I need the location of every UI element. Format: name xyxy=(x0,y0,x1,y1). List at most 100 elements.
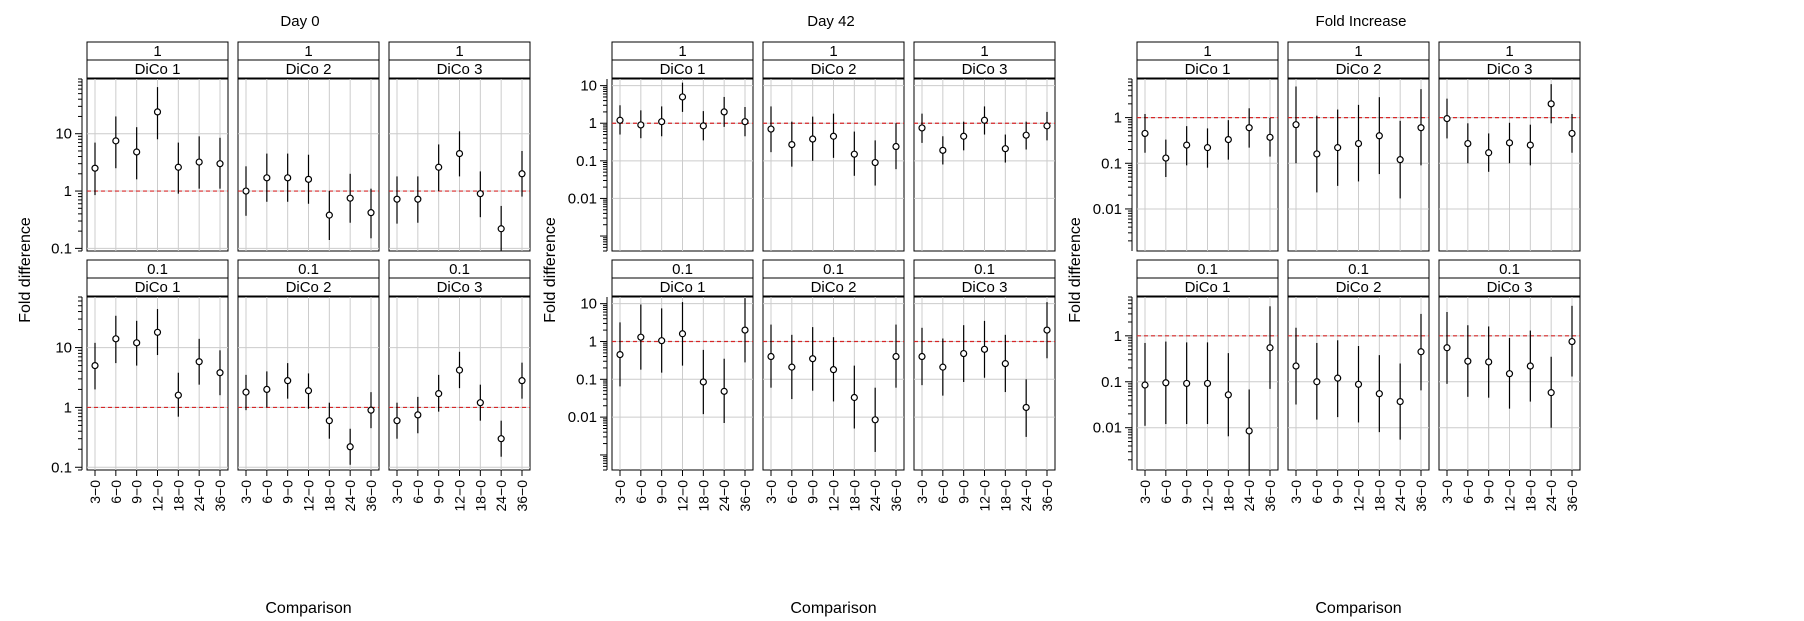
strip-panel-label: DiCo 1 xyxy=(1185,279,1231,296)
point-estimate xyxy=(216,160,224,168)
point-estimate xyxy=(1443,344,1451,352)
point-estimate xyxy=(455,366,464,374)
point-estimate xyxy=(263,174,271,182)
point-estimate xyxy=(829,366,838,374)
point-estimate xyxy=(174,163,182,171)
point-estimate xyxy=(476,399,484,407)
point-estimate xyxy=(304,175,313,183)
point-estimate xyxy=(980,116,989,124)
strip-row-label: 0.1 xyxy=(1499,261,1520,278)
x-tick-label: 24−0 xyxy=(191,480,207,512)
chart-title: Fold Increase xyxy=(1316,13,1407,30)
point-estimate xyxy=(174,391,182,399)
y-axis-label: Fold difference xyxy=(542,217,559,323)
strip-panel-label-box xyxy=(913,59,1056,79)
point-estimate xyxy=(1292,121,1300,129)
point-estimate xyxy=(367,209,375,217)
point-estimate xyxy=(133,148,141,156)
point-estimate xyxy=(939,363,947,371)
y-tick-label: 0.1 xyxy=(51,240,72,257)
point-estimate xyxy=(1526,362,1534,370)
point-estimate xyxy=(960,349,968,358)
x-tick-label: 24−0 xyxy=(867,480,883,512)
point-estimate xyxy=(1547,100,1555,108)
strip-panel-label: DiCo 3 xyxy=(1487,279,1533,296)
x-tick-label: 3−0 xyxy=(1137,480,1153,504)
point-estimate xyxy=(788,363,796,371)
strip-panel-label: DiCo 3 xyxy=(437,61,483,78)
x-tick-label: 9−0 xyxy=(654,480,670,504)
strip-row-label: 0.1 xyxy=(298,261,319,278)
point-estimate xyxy=(1162,379,1170,387)
x-tick-label: 18−0 xyxy=(1220,480,1236,512)
point-estimate xyxy=(699,122,707,130)
y-tick-label: 0.1 xyxy=(51,459,72,476)
x-tick-label: 3−0 xyxy=(1439,480,1455,504)
y-tick-label: 1 xyxy=(1114,328,1122,345)
strip-row-label: 1 xyxy=(455,43,463,60)
y-tick-label: 0.01 xyxy=(568,409,597,426)
point-estimate xyxy=(393,195,401,203)
chart-title: Day 42 xyxy=(807,13,855,30)
strip-panel-label: DiCo 1 xyxy=(660,279,706,296)
x-tick-label: 24−0 xyxy=(1543,480,1559,512)
x-tick-label: 36−0 xyxy=(1564,480,1580,512)
x-tick-label: 18−0 xyxy=(170,480,186,512)
x-tick-label: 3−0 xyxy=(389,480,405,504)
x-tick-label: 36−0 xyxy=(514,480,530,512)
point-estimate xyxy=(1547,389,1555,397)
strip-panel-label: DiCo 1 xyxy=(135,279,181,296)
point-estimate xyxy=(809,355,817,363)
x-tick-label: 24−0 xyxy=(342,480,358,512)
strip-panel-label: DiCo 3 xyxy=(962,279,1008,296)
strip-row-label: 1 xyxy=(678,43,686,60)
point-estimate xyxy=(91,164,99,172)
point-estimate xyxy=(1396,156,1404,164)
point-estimate xyxy=(939,146,947,154)
strip-row-label: 0.1 xyxy=(147,261,168,278)
y-tick-label: 0.01 xyxy=(1093,420,1122,437)
point-estimate xyxy=(1022,131,1030,139)
x-tick-label: 6−0 xyxy=(1460,480,1476,504)
point-estimate xyxy=(1313,378,1321,386)
x-tick-label: 3−0 xyxy=(763,480,779,504)
point-estimate xyxy=(1292,362,1300,370)
point-estimate xyxy=(767,125,775,133)
x-tick-label: 36−0 xyxy=(363,480,379,512)
x-tick-label: 6−0 xyxy=(935,480,951,504)
x-tick-label: 18−0 xyxy=(695,480,711,512)
point-estimate xyxy=(1443,115,1451,123)
y-tick-label: 0.01 xyxy=(568,190,597,207)
x-tick-label: 6−0 xyxy=(1309,480,1325,504)
y-tick-label: 0.1 xyxy=(1101,155,1122,172)
point-estimate xyxy=(393,417,401,425)
x-axis-label: Comparison xyxy=(790,600,876,617)
point-estimate xyxy=(980,345,989,353)
point-estimate xyxy=(1375,132,1383,140)
point-estimate xyxy=(414,195,422,203)
point-estimate xyxy=(1505,370,1514,378)
point-estimate xyxy=(1568,129,1576,138)
strip-row-label: 0.1 xyxy=(449,261,470,278)
strip-panel-label: DiCo 2 xyxy=(811,279,857,296)
strip-panel-label: DiCo 1 xyxy=(1185,61,1231,78)
x-tick-label: 12−0 xyxy=(675,480,691,512)
y-tick-label: 1 xyxy=(64,399,72,416)
point-estimate xyxy=(850,150,858,158)
x-tick-label: 9−0 xyxy=(1481,480,1497,504)
point-estimate xyxy=(918,352,926,361)
point-estimate xyxy=(112,137,120,145)
x-tick-label: 18−0 xyxy=(472,480,488,512)
x-tick-label: 36−0 xyxy=(212,480,228,512)
point-estimate xyxy=(658,118,666,126)
point-estimate xyxy=(616,350,624,359)
strip-panel-label: DiCo 1 xyxy=(135,61,181,78)
point-estimate xyxy=(741,326,749,334)
